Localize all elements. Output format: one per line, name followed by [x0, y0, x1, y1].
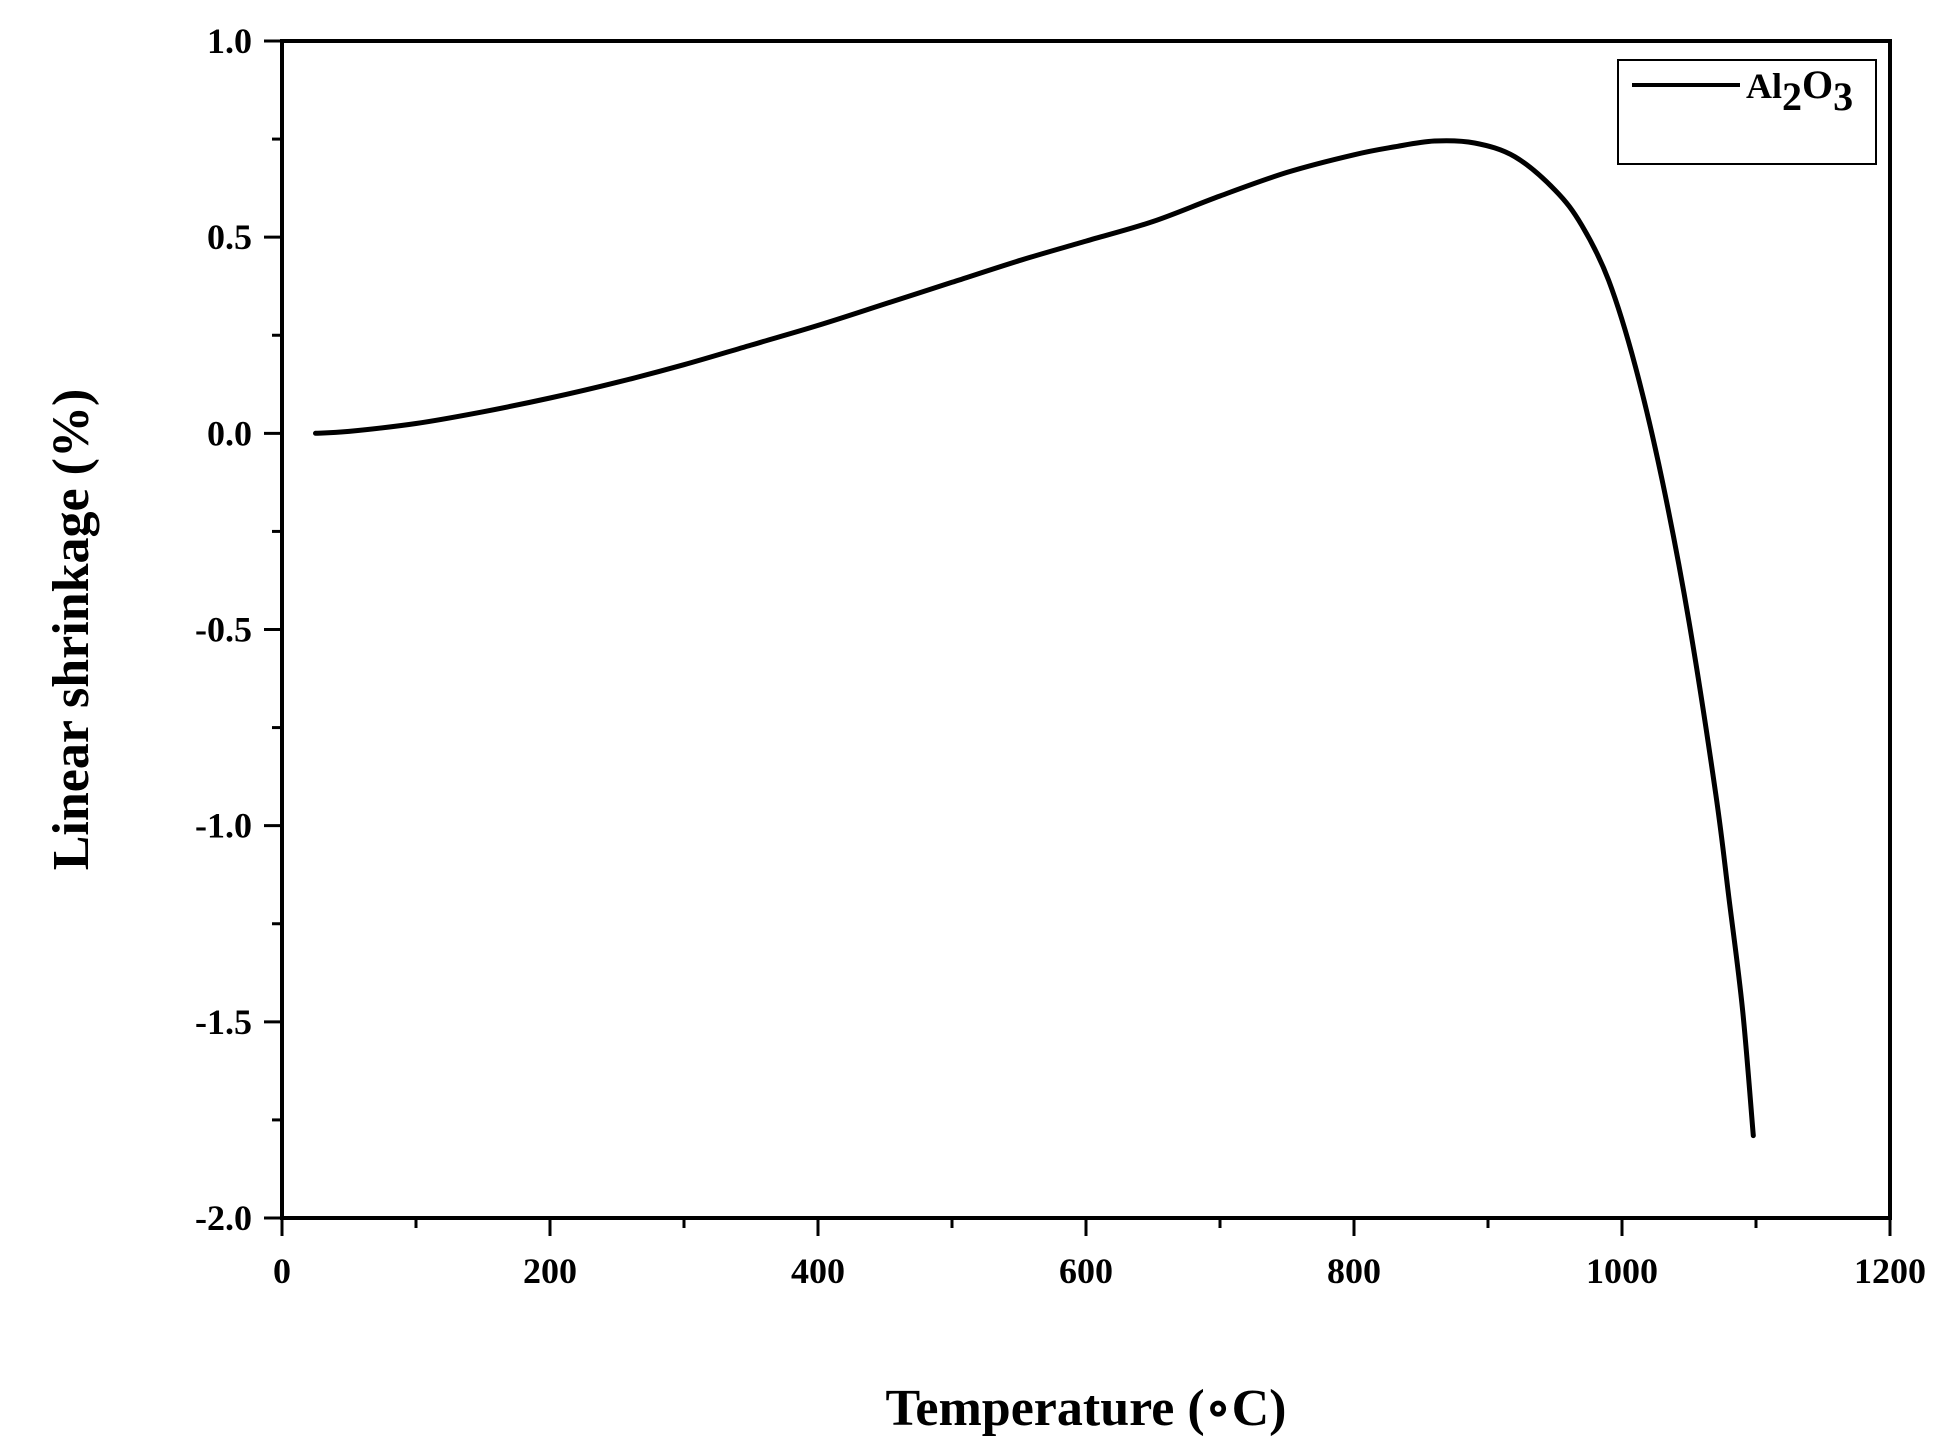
x-axis-title: Temperature (∘C): [886, 1380, 1287, 1437]
x-tick-label: 600: [1059, 1251, 1113, 1291]
legend-label-part-2: 2: [1782, 74, 1802, 119]
x-tick-label: 800: [1327, 1251, 1381, 1291]
y-tick-label: 1.0: [207, 21, 252, 61]
y-tick-label: 0.0: [207, 413, 252, 453]
x-tick-label: 400: [791, 1251, 845, 1291]
y-tick-label: -1.5: [195, 1002, 252, 1042]
ticks-layer: [264, 39, 1892, 1236]
legend: Al2O3: [1617, 59, 1877, 165]
legend-label-part-4: 3: [1833, 74, 1853, 119]
x-tick-label: 0: [273, 1251, 291, 1291]
x-tick-label: 1000: [1586, 1251, 1658, 1291]
y-axis-title: Linear shrinkage (%): [43, 389, 100, 871]
series-line-al2o3: [313, 138, 1756, 1139]
legend-label-al2o3: Al2O3: [1746, 62, 1853, 119]
x-tick-label: 1200: [1854, 1251, 1926, 1291]
legend-box: [1617, 59, 1877, 165]
y-tick-label: -1.0: [195, 806, 252, 846]
legend-label-part-1: Al: [1746, 66, 1782, 106]
x-tick-label: 200: [523, 1251, 577, 1291]
y-tick-label: -2.0: [195, 1198, 252, 1238]
legend-label-part-3: O: [1802, 62, 1833, 107]
plot-frame: [280, 39, 1892, 1220]
y-tick-label: -0.5: [195, 610, 252, 650]
y-tick-label: 0.5: [207, 217, 252, 257]
tick-labels-layer: 0 200 400 600 800 1000 1200 1.0 0.5 0.0 -0.5 -1.0 -1…: [195, 21, 1926, 1291]
